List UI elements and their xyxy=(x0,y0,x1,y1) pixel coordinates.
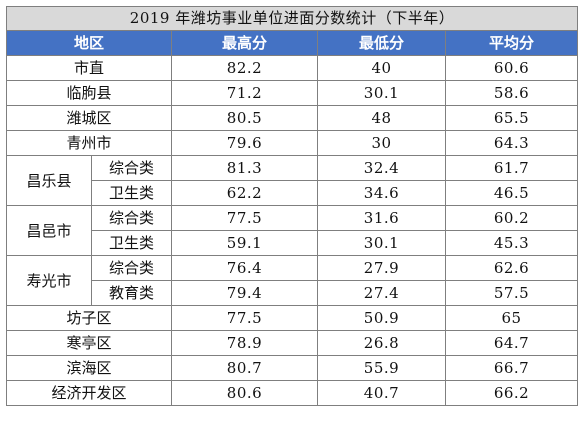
avg-score-cell: 64.7 xyxy=(444,330,579,356)
max-score-cell: 78.9 xyxy=(171,330,318,356)
max-score-cell: 77.5 xyxy=(171,205,318,231)
table-row: 卫生类 62.2 34.6 46.5 xyxy=(7,180,579,206)
min-score-cell: 50.9 xyxy=(317,305,446,331)
avg-score-cell: 57.5 xyxy=(444,280,579,306)
max-score-cell: 77.5 xyxy=(171,305,318,331)
max-score-cell: 76.4 xyxy=(171,255,318,281)
region-cell: 临朐县 xyxy=(6,80,172,106)
region-cell: 青州市 xyxy=(6,130,172,156)
score-table: 2019 年潍坊事业单位进面分数统计（下半年） 地区 最高分 最低分 平均分 市… xyxy=(5,6,579,406)
region-cell: 滨海区 xyxy=(6,355,172,381)
header-min-score: 最低分 xyxy=(317,30,446,56)
table-row: 市直 82.2 40 60.6 xyxy=(6,55,579,81)
category-cell: 综合类 xyxy=(91,155,172,181)
avg-score-cell: 66.2 xyxy=(444,380,579,406)
category-cell: 教育类 xyxy=(91,280,172,306)
max-score-cell: 81.3 xyxy=(171,155,318,181)
max-score-cell: 79.4 xyxy=(171,280,318,306)
min-score-cell: 48 xyxy=(317,105,446,131)
min-score-cell: 40 xyxy=(317,55,446,81)
min-score-cell: 27.9 xyxy=(317,255,446,281)
region-cell: 昌乐县 xyxy=(6,155,92,206)
category-cell: 卫生类 xyxy=(91,180,172,206)
min-score-cell: 26.8 xyxy=(317,330,446,356)
max-score-cell: 80.6 xyxy=(171,380,318,406)
min-score-cell: 34.6 xyxy=(317,180,446,206)
max-score-cell: 79.6 xyxy=(171,130,318,156)
avg-score-cell: 62.6 xyxy=(444,255,579,281)
header-region: 地区 xyxy=(6,30,172,56)
table-row: 潍城区 80.5 48 65.5 xyxy=(6,105,579,131)
category-cell: 卫生类 xyxy=(91,230,172,256)
table-row: 临朐县 71.2 30.1 58.6 xyxy=(6,80,579,106)
max-score-cell: 71.2 xyxy=(171,80,318,106)
table-row: 经济开发区 80.6 40.7 66.2 xyxy=(6,380,579,406)
avg-score-cell: 58.6 xyxy=(444,80,579,106)
avg-score-cell: 61.7 xyxy=(444,155,579,181)
max-score-cell: 59.1 xyxy=(171,230,318,256)
table-row: 寒亭区 78.9 26.8 64.7 xyxy=(6,330,579,356)
category-cell: 综合类 xyxy=(91,205,172,231)
region-cell: 市直 xyxy=(6,55,172,81)
avg-score-cell: 46.5 xyxy=(444,180,579,206)
table-header-row: 地区 最高分 最低分 平均分 xyxy=(6,30,579,56)
region-cell: 昌邑市 xyxy=(6,205,92,256)
region-cell: 经济开发区 xyxy=(6,380,172,406)
avg-score-cell: 60.6 xyxy=(444,55,579,81)
region-cell: 寿光市 xyxy=(6,255,92,306)
table-row: 青州市 79.6 30 64.3 xyxy=(6,130,579,156)
min-score-cell: 30 xyxy=(317,130,446,156)
header-avg-score: 平均分 xyxy=(444,30,579,56)
min-score-cell: 32.4 xyxy=(317,155,446,181)
score-table-page: 2019 年潍坊事业单位进面分数统计（下半年） 地区 最高分 最低分 平均分 市… xyxy=(5,6,579,425)
max-score-cell: 80.7 xyxy=(171,355,318,381)
min-score-cell: 30.1 xyxy=(317,230,446,256)
region-cell: 坊子区 xyxy=(6,305,172,331)
max-score-cell: 80.5 xyxy=(171,105,318,131)
avg-score-cell: 65.5 xyxy=(444,105,579,131)
table-row: 滨海区 80.7 55.9 66.7 xyxy=(6,355,579,381)
table-title-row: 2019 年潍坊事业单位进面分数统计（下半年） xyxy=(5,6,579,31)
min-score-cell: 40.7 xyxy=(317,380,446,406)
category-cell: 综合类 xyxy=(91,255,172,281)
table-row: 卫生类 59.1 30.1 45.3 xyxy=(7,230,579,256)
min-score-cell: 30.1 xyxy=(317,80,446,106)
table-row: 寿光市 综合类 76.4 27.9 62.6 xyxy=(6,255,579,306)
table-row: 教育类 79.4 27.4 57.5 xyxy=(7,280,579,306)
avg-score-cell: 65 xyxy=(444,305,579,331)
header-max-score: 最高分 xyxy=(171,30,318,56)
max-score-cell: 82.2 xyxy=(171,55,318,81)
avg-score-cell: 60.2 xyxy=(444,205,579,231)
region-cell: 潍城区 xyxy=(6,105,172,131)
table-row: 昌乐县 综合类 81.3 32.4 61.7 xyxy=(6,155,579,206)
min-score-cell: 27.4 xyxy=(317,280,446,306)
min-score-cell: 31.6 xyxy=(317,205,446,231)
region-cell: 寒亭区 xyxy=(6,330,172,356)
min-score-cell: 55.9 xyxy=(317,355,446,381)
max-score-cell: 62.2 xyxy=(171,180,318,206)
avg-score-cell: 45.3 xyxy=(444,230,579,256)
table-row: 昌邑市 综合类 77.5 31.6 60.2 xyxy=(6,205,579,256)
table-title: 2019 年潍坊事业单位进面分数统计（下半年） xyxy=(5,6,579,31)
avg-score-cell: 64.3 xyxy=(444,130,579,156)
avg-score-cell: 66.7 xyxy=(444,355,579,381)
table-row: 坊子区 77.5 50.9 65 xyxy=(6,305,579,331)
